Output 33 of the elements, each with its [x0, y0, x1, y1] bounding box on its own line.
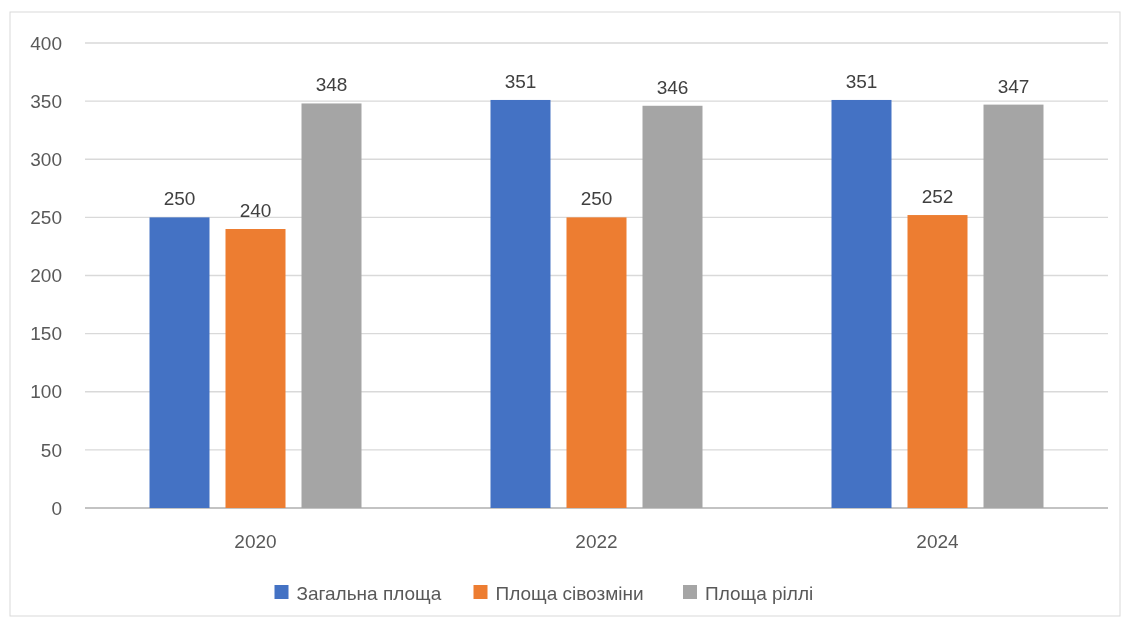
bar [301, 103, 362, 508]
y-tick-label: 100 [30, 381, 62, 403]
data-label: 240 [239, 200, 272, 221]
x-tick-label: 2022 [575, 531, 618, 552]
data-label: 252 [921, 186, 954, 208]
data-label: 348 [315, 74, 348, 96]
y-tick-label: 150 [30, 323, 62, 345]
data-label: 346 [656, 76, 689, 98]
data-label: 351 [504, 70, 537, 92]
bar [225, 229, 286, 508]
bar [831, 99, 892, 508]
legend-label: Площа ріллі [705, 582, 814, 604]
bar [490, 99, 551, 508]
y-tick-label: 300 [30, 148, 62, 170]
data-label: 250 [580, 188, 613, 210]
data-label: 351 [845, 70, 878, 92]
bar [149, 217, 210, 508]
bar [983, 104, 1044, 508]
bar [907, 215, 968, 508]
bar [566, 217, 627, 508]
legend-label: Загальна площа [296, 582, 442, 604]
data-label: 250 [163, 188, 196, 210]
y-tick-label: 350 [30, 90, 62, 112]
y-tick-label: 400 [30, 32, 62, 54]
y-tick-label: 0 [51, 497, 62, 519]
x-tick-label: 2024 [916, 531, 960, 552]
y-tick-label: 200 [30, 265, 62, 287]
data-label: 347 [997, 75, 1030, 97]
y-tick-label: 50 [40, 439, 62, 461]
bar [642, 105, 703, 508]
y-tick-label: 250 [30, 207, 62, 229]
x-tick-label: 2020 [234, 531, 277, 552]
legend-label: Площа сівозміни [495, 582, 644, 604]
